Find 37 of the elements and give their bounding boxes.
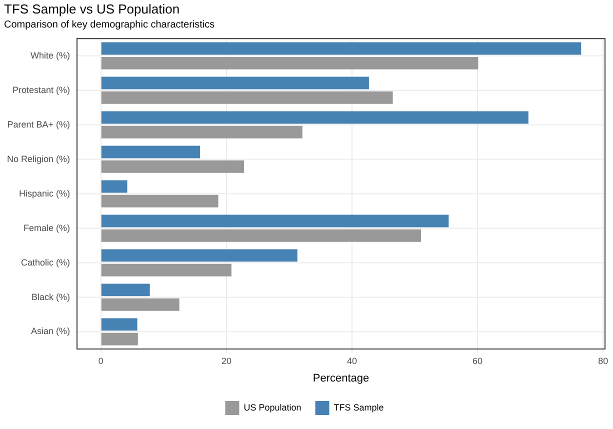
bar xyxy=(101,76,369,90)
bar xyxy=(101,160,244,173)
bar xyxy=(101,249,298,262)
y-tick-label: Black (%) xyxy=(32,292,70,302)
chart-subtitle: Comparison of key demographic characteristics xyxy=(4,19,215,30)
y-tick-label: Protestant (%) xyxy=(12,84,70,95)
x-tick-label: 60 xyxy=(472,356,483,366)
bar xyxy=(101,180,128,193)
y-tick-label: Asian (%) xyxy=(31,326,70,336)
bar xyxy=(101,194,218,208)
bar xyxy=(101,298,180,311)
y-tick-label: Parent BA+ (%) xyxy=(7,119,70,130)
y-tick-label: Hispanic (%) xyxy=(19,188,70,198)
x-axis-title: Percentage xyxy=(312,372,370,384)
x-tick-label: 20 xyxy=(221,356,232,366)
bar xyxy=(101,111,528,124)
chart-title: TFS Sample vs US Population xyxy=(4,1,180,16)
bar xyxy=(101,146,200,158)
bar xyxy=(101,126,302,138)
bar xyxy=(101,229,422,242)
bar xyxy=(101,264,232,276)
bar xyxy=(101,42,582,55)
y-tick-label: No Religion (%) xyxy=(6,154,70,164)
bar xyxy=(101,284,150,296)
bar xyxy=(101,56,478,70)
legend-label: US Population xyxy=(244,402,302,412)
y-tick-label: Female (%) xyxy=(24,222,70,233)
x-tick-label: 0 xyxy=(98,356,104,366)
y-tick-label: Catholic (%) xyxy=(21,257,70,268)
bar xyxy=(101,91,393,104)
bar xyxy=(101,332,138,346)
legend-label: TFS Sample xyxy=(334,402,384,412)
x-tick-label: 40 xyxy=(346,356,358,366)
bar xyxy=(101,318,138,331)
bar xyxy=(101,214,449,228)
x-tick-label: 80 xyxy=(598,356,608,366)
y-tick-label: White (%) xyxy=(30,50,70,60)
